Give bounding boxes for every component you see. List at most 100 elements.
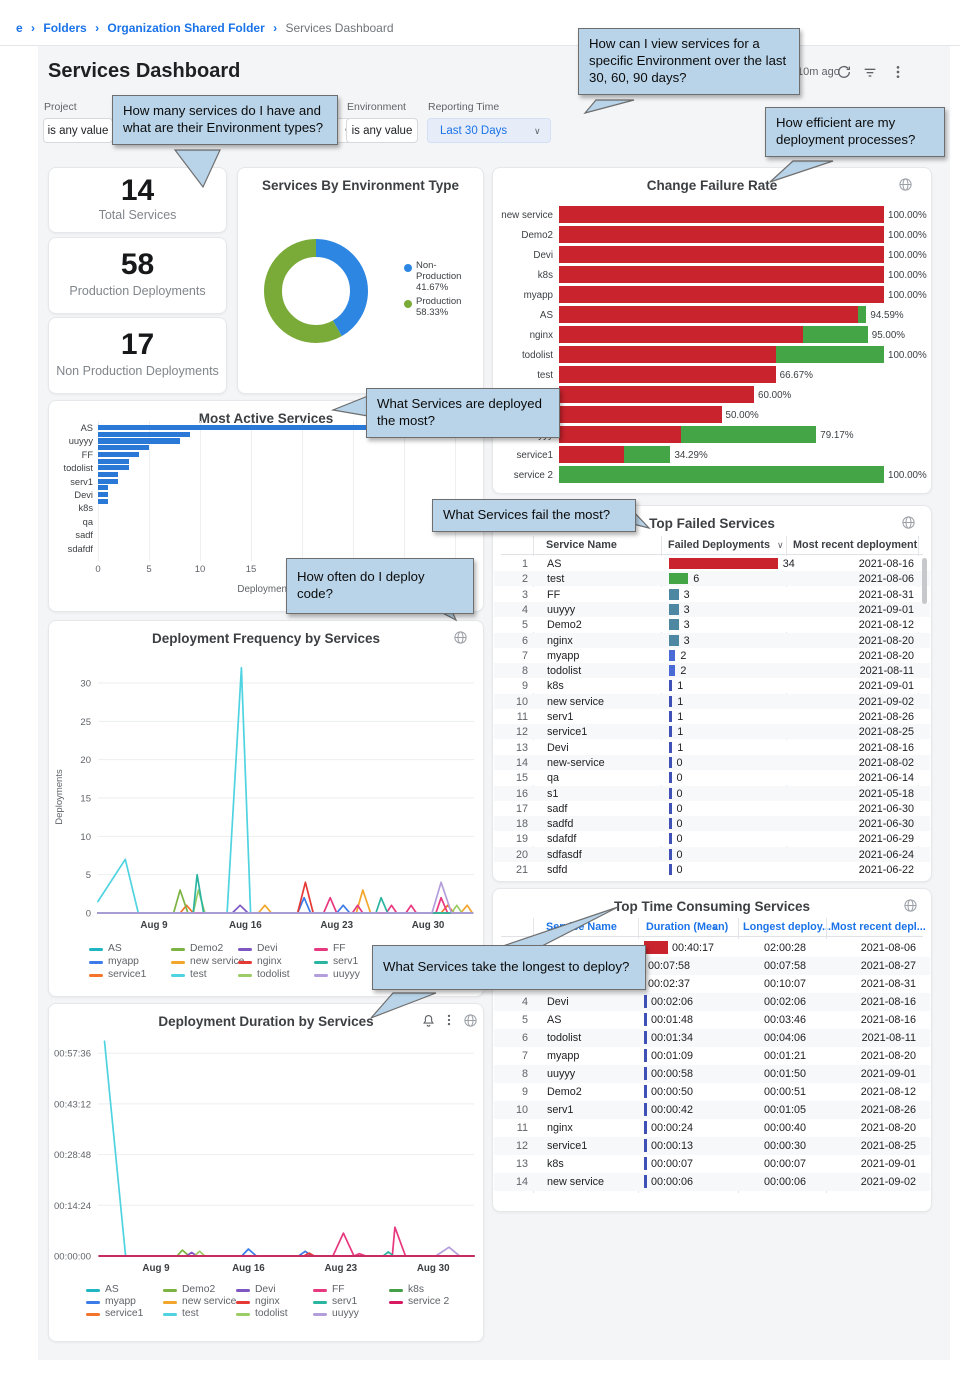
table-row[interactable]: 18 sadfd 0 2021-06-30 [494,816,930,832]
deployment-bar [98,425,476,431]
legend-item[interactable]: Non-Production [416,260,462,282]
refresh-icon[interactable] [836,64,854,82]
failed-count-bar [669,634,679,646]
donut-slice-production[interactable] [264,239,368,343]
longest-deploy-cell: 00:00:30 [763,1140,806,1152]
longest-deploy-cell: 00:02:06 [763,996,806,1008]
globe-icon[interactable] [453,630,471,648]
table-row[interactable]: 6 todolist 00:01:34 00:04:06 2021-08-11 [494,1029,930,1047]
table-row[interactable]: 13 k8s 00:00:07 00:00:07 2021-09-01 [494,1155,930,1173]
table-row[interactable]: 13 Devi 1 2021-08-16 [494,739,930,755]
environment-filter-input[interactable]: is any value [346,118,418,143]
table-row[interactable]: 9 k8s 1 2021-09-01 [494,678,930,694]
table-row[interactable]: 6 nginx 3 2021-08-20 [494,632,930,648]
longest-deploy-cell: 00:00:07 [763,1158,806,1170]
table-row[interactable]: 9 Demo2 00:00:50 00:00:51 2021-08-12 [494,1083,930,1101]
filter-icon[interactable] [862,64,880,82]
legend-label: new service [182,1296,237,1307]
service-name-cell: test [547,573,565,586]
bar-row-label: Devi [533,250,553,261]
service-name-cell: sadfd [547,818,574,831]
legend-label: nginx [255,1296,280,1307]
failed-count-value: 3 [683,603,690,616]
table-row[interactable]: 11 serv1 1 2021-08-26 [494,709,930,724]
column-header-most-recent[interactable]: Most recent depl... [831,921,926,933]
table-row[interactable]: 21 sdfd 0 2021-06-22 [494,862,930,877]
table-row[interactable]: 7 myapp 2 2021-08-20 [494,647,930,663]
series-Demo2 [97,889,474,914]
table-row[interactable]: 14 new service 00:00:06 00:00:06 2021-09-02 [494,1173,930,1191]
table-row[interactable]: 8 uuyyy 00:00:58 00:01:50 2021-09-01 [494,1065,930,1083]
breadcrumb-link-home[interactable]: e [16,21,23,35]
sort-icon[interactable]: ∨ [777,540,784,550]
table-row[interactable]: 12 service1 1 2021-08-25 [494,724,930,740]
chart-title: Change Failure Rate [646,178,778,193]
legend-item[interactable]: Production [416,296,462,307]
table-row[interactable]: 15 qa 0 2021-06-14 [494,770,930,786]
table-row[interactable]: 2 test 6 2021-08-06 [494,571,930,587]
row-number: 9 [521,680,528,693]
table-row[interactable]: 4 uuyyy 3 2021-09-01 [494,601,930,617]
date-cell: 2021-08-25 [858,726,914,739]
top-failed-services-card: Top Failed Services Service Name Failed … [492,505,932,882]
duration-mean-cell: 00:00:58 [651,1068,694,1080]
row-number: 12 [515,726,528,739]
service-name-cell: serv1 [547,711,574,723]
table-row[interactable]: 10 serv1 00:00:42 00:01:05 2021-08-26 [494,1101,930,1119]
legend-label: FF [333,943,346,954]
table-row[interactable]: 5 AS 00:01:48 00:03:46 2021-08-16 [494,1011,930,1029]
bar-value-label: 100.00% [888,290,927,301]
service-name-cell: service1 [547,726,588,739]
failed-count-value: 1 [677,726,684,739]
kebab-menu-icon[interactable] [442,1013,460,1031]
table-row[interactable]: 17 sadf 0 2021-06-30 [494,800,930,816]
column-header-failed-deployments[interactable]: Failed Deployments [668,539,770,551]
callout-environment-types: How many services do I have and what are… [112,95,338,145]
callout-deployment-efficiency: How efficient are my deployment processe… [765,107,945,157]
table-row[interactable]: 7 myapp 00:01:09 00:01:21 2021-08-20 [494,1047,930,1065]
breadcrumb-link-org-folder[interactable]: Organization Shared Folder [107,21,265,35]
legend-label: Devi [255,1284,276,1295]
legend-label: service 2 [408,1296,450,1307]
column-header-service-name[interactable]: Service Name [546,539,617,551]
duration-bar [644,1157,647,1170]
table-row[interactable]: 4 Devi 00:02:06 00:02:06 2021-08-16 [494,993,930,1011]
sort-icon[interactable]: ∨ [712,922,719,932]
date-cell: 2021-09-01 [860,1068,916,1080]
service-name-cell: sadf [547,802,568,815]
table-row[interactable]: 1 AS 34 2021-08-16 [494,556,930,571]
column-header-most-recent[interactable]: Most recent deployment [793,539,918,551]
table-row[interactable]: 8 todolist 2 2021-08-11 [494,663,930,679]
table-row[interactable]: 16 s1 0 2021-05-18 [494,785,930,801]
row-number: 13 [515,741,528,754]
reporting-time-dropdown[interactable]: Last 30 Days [427,118,551,143]
project-filter-input[interactable]: is any value [43,118,113,143]
globe-icon[interactable] [903,898,921,916]
column-header-duration-mean[interactable]: Duration (Mean) [646,921,729,933]
table-row[interactable]: 3 FF 3 2021-08-31 [494,586,930,602]
duration-mean-cell: 00:40:17 [672,942,715,954]
deployment-duration-card: Deployment Duration by Services 00:00:00… [48,1003,484,1342]
column-header-longest-deploy[interactable]: Longest deploy... [743,921,831,933]
globe-icon[interactable] [901,515,919,533]
failed-count-bar [669,833,672,845]
scrollbar[interactable] [922,558,927,604]
table-row[interactable]: 11 nginx 00:00:24 00:00:40 2021-08-20 [494,1119,930,1137]
kebab-menu-icon[interactable] [890,64,908,82]
table-row[interactable]: 19 sdafdf 0 2021-06-29 [494,831,930,847]
globe-icon[interactable] [898,177,916,195]
failure-bar-segment [559,246,884,263]
deployment-bar [98,431,190,437]
service-name-cell: sdafdf [547,833,577,846]
date-cell: 2021-08-26 [860,1104,916,1116]
table-row[interactable]: 20 sdfasdf 0 2021-06-24 [494,846,930,862]
table-row[interactable]: 14 new-service 0 2021-08-02 [494,754,930,770]
table-row[interactable]: 5 Demo2 3 2021-08-12 [494,617,930,633]
legend-swatch [171,961,185,964]
table-row[interactable]: 10 new service 1 2021-09-02 [494,693,930,709]
globe-icon[interactable] [463,1013,481,1031]
bar-value-label: 95.00% [871,330,905,341]
table-row[interactable]: 12 service1 00:00:13 00:00:30 2021-08-25 [494,1137,930,1155]
breadcrumb-link-folders[interactable]: Folders [43,21,87,35]
column-header-service-name[interactable]: Service Name [546,921,617,933]
